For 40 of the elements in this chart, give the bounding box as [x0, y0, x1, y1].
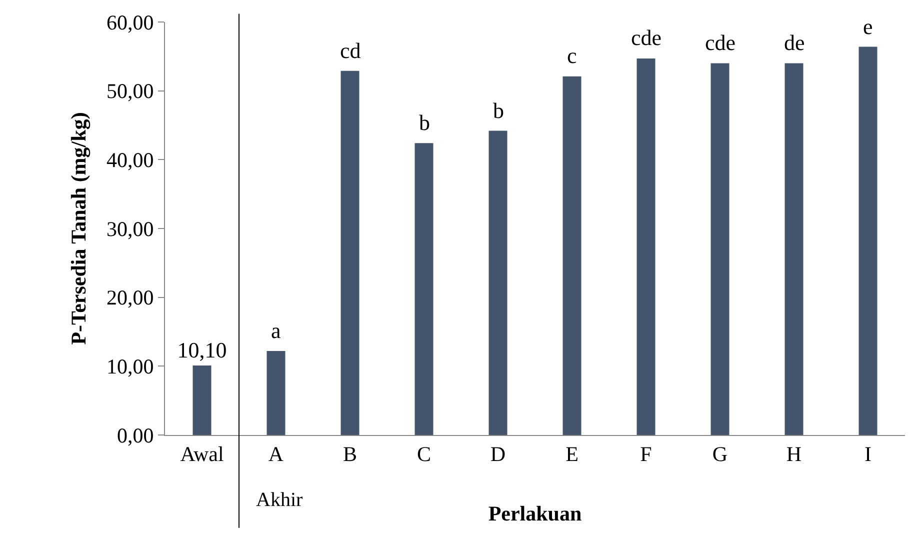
x-tick-label: H [786, 442, 802, 466]
bar [192, 365, 212, 435]
x-tick-label: B [342, 442, 358, 466]
x-tick-label: D [490, 442, 506, 466]
x-tick-label: I [864, 442, 872, 466]
y-tick-label: 30,00 [106, 216, 154, 241]
annotation: b [419, 110, 430, 135]
annotation: e [863, 14, 873, 39]
y-tick-label: 10,00 [106, 354, 154, 379]
text: Akhir [256, 489, 303, 511]
annotation: a [271, 318, 281, 343]
data-label: 10,10 [177, 337, 227, 362]
x-tick-label: G [712, 442, 728, 466]
bar [858, 46, 878, 435]
y-tick-label: 60,00 [106, 10, 154, 34]
annotation: cd [340, 38, 361, 63]
annotation: de [784, 30, 805, 55]
y-tick-label: 40,00 [106, 148, 154, 172]
x-axis-title: Perlakuan [488, 501, 582, 526]
bar [266, 351, 286, 435]
y-tick-label: 50,00 [106, 79, 154, 104]
bar [414, 143, 434, 435]
x-tick-label: Awal [180, 442, 224, 466]
y-tick-label: 20,00 [106, 286, 154, 310]
annotation: cde [631, 25, 662, 50]
bar [488, 130, 508, 435]
x-tick-label: A [268, 442, 284, 466]
x-tick-label: C [416, 442, 432, 466]
x-tick-label: E [566, 442, 578, 466]
x-tick-label: F [640, 442, 652, 466]
bar [562, 76, 582, 435]
bar [636, 58, 656, 435]
bar [340, 70, 360, 435]
annotation: cde [705, 30, 736, 55]
y-axis-title: P-Tersedia Tanah (mg/kg) [66, 112, 91, 345]
bar [784, 63, 804, 435]
annotation: b [493, 98, 504, 123]
y-tick-label: 0,00 [117, 423, 154, 448]
annotation: c [567, 43, 577, 68]
bar [710, 63, 730, 435]
